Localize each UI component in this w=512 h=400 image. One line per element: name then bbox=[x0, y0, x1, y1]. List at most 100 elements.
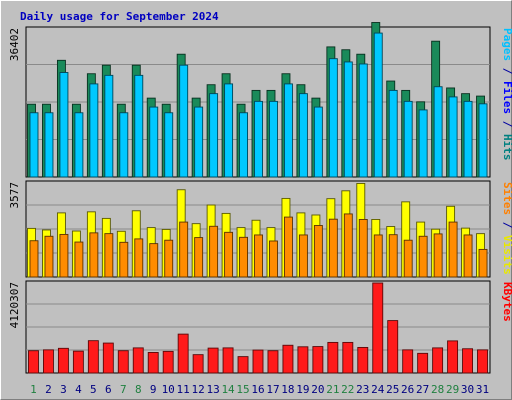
day-label-23: 23 bbox=[356, 383, 369, 396]
bar-files-day-17 bbox=[269, 100, 278, 178]
bar-files-day-6 bbox=[104, 74, 114, 178]
bar-kbytes-day-13 bbox=[207, 347, 219, 374]
bar-sites-day-7 bbox=[119, 241, 129, 278]
bar-files-day-30 bbox=[463, 100, 473, 178]
day-label-27: 27 bbox=[416, 383, 429, 396]
bar-kbytes-day-20 bbox=[312, 346, 324, 374]
panel-kbytes: 4120307 KBytes bbox=[8, 280, 512, 374]
bar-kbytes-day-26 bbox=[402, 349, 414, 374]
day-label-31: 31 bbox=[476, 383, 489, 396]
bar-kbytes-day-27 bbox=[417, 352, 429, 374]
bar-files-day-15 bbox=[239, 112, 248, 178]
day-label-4: 4 bbox=[75, 383, 82, 396]
bar-sites-day-18 bbox=[284, 216, 293, 278]
day-label-20: 20 bbox=[311, 383, 324, 396]
bar-kbytes-day-21 bbox=[327, 341, 339, 374]
bar-files-day-19 bbox=[298, 93, 308, 178]
bar-files-day-4 bbox=[74, 112, 84, 178]
bar-sites-day-29 bbox=[448, 221, 458, 278]
bar-files-day-29 bbox=[448, 96, 458, 178]
bar-files-day-22 bbox=[343, 61, 353, 178]
legend-entry: / bbox=[501, 215, 512, 235]
chart-title: Daily usage for September 2024 bbox=[20, 10, 219, 23]
bar-sites-day-22 bbox=[343, 213, 353, 278]
bar-sites-day-27 bbox=[418, 235, 428, 278]
bar-files-day-1 bbox=[29, 112, 39, 178]
day-label-2: 2 bbox=[45, 383, 52, 396]
bar-kbytes-day-10 bbox=[162, 350, 174, 374]
bar-files-day-13 bbox=[209, 93, 219, 178]
bar-kbytes-day-15 bbox=[237, 356, 249, 374]
legend-entry: Visits bbox=[501, 235, 512, 275]
day-label-28: 28 bbox=[431, 383, 444, 396]
bar-kbytes-day-16 bbox=[252, 349, 264, 374]
bar-files-day-21 bbox=[328, 58, 338, 178]
bar-kbytes-day-28 bbox=[432, 347, 444, 374]
bar-kbytes-day-5 bbox=[87, 340, 99, 374]
bar-files-day-2 bbox=[44, 112, 54, 178]
bar-kbytes-day-22 bbox=[342, 341, 354, 374]
day-label-15: 15 bbox=[236, 383, 249, 396]
bar-files-day-14 bbox=[224, 83, 234, 178]
day-label-14: 14 bbox=[221, 383, 235, 396]
bar-kbytes-day-29 bbox=[447, 340, 459, 374]
legend-entry: Files bbox=[501, 81, 512, 114]
bar-sites-day-14 bbox=[224, 231, 234, 278]
bar-sites-day-21 bbox=[328, 218, 338, 278]
bar-files-day-12 bbox=[194, 106, 204, 178]
bar-files-day-23 bbox=[358, 63, 368, 178]
bar-sites-day-24 bbox=[373, 234, 383, 278]
day-label-18: 18 bbox=[281, 383, 294, 396]
day-label-6: 6 bbox=[105, 383, 112, 396]
day-label-16: 16 bbox=[251, 383, 264, 396]
day-label-10: 10 bbox=[162, 383, 175, 396]
panel-visits-sites: 3577 Sites / Visits bbox=[8, 180, 512, 278]
bar-files-day-9 bbox=[149, 106, 159, 178]
bar-files-day-31 bbox=[478, 103, 488, 178]
bar-kbytes-day-12 bbox=[192, 354, 204, 374]
bar-files-day-5 bbox=[89, 83, 99, 178]
legend-entry: Sites bbox=[501, 182, 512, 215]
day-label-17: 17 bbox=[266, 383, 279, 396]
bar-sites-day-2 bbox=[44, 235, 54, 278]
bar-sites-day-1 bbox=[29, 240, 39, 278]
day-label-9: 9 bbox=[150, 383, 157, 396]
day-label-22: 22 bbox=[341, 383, 354, 396]
day-label-3: 3 bbox=[60, 383, 67, 396]
bar-sites-day-20 bbox=[313, 225, 323, 278]
bar-sites-day-3 bbox=[59, 233, 69, 278]
legend-entry: / bbox=[501, 114, 512, 134]
day-label-26: 26 bbox=[401, 383, 414, 396]
bar-files-day-8 bbox=[134, 74, 144, 178]
bar-sites-day-30 bbox=[463, 234, 473, 278]
y-max-label: 4120307 bbox=[8, 282, 21, 328]
bar-sites-day-8 bbox=[134, 238, 144, 278]
day-label-29: 29 bbox=[446, 383, 459, 396]
bar-kbytes-day-2 bbox=[43, 349, 54, 374]
bar-sites-day-10 bbox=[164, 239, 174, 278]
y-max-label: 3577 bbox=[8, 182, 21, 209]
bar-kbytes-day-9 bbox=[147, 352, 159, 374]
bar-kbytes-day-17 bbox=[267, 350, 279, 374]
day-label-1: 1 bbox=[30, 383, 37, 396]
bar-kbytes-day-6 bbox=[102, 342, 114, 374]
bar-files-day-28 bbox=[433, 86, 443, 178]
bar-files-day-27 bbox=[418, 109, 428, 178]
bar-files-day-10 bbox=[164, 112, 174, 178]
legend-hits-files-pages: Pages / Files / Hits bbox=[501, 28, 512, 161]
legend-entry: Hits bbox=[501, 134, 512, 161]
bar-kbytes-day-8 bbox=[132, 347, 144, 374]
bar-files-day-26 bbox=[403, 100, 413, 178]
bar-sites-day-17 bbox=[269, 240, 278, 278]
bar-files-day-25 bbox=[388, 89, 398, 178]
day-label-19: 19 bbox=[296, 383, 309, 396]
bar-sites-day-11 bbox=[179, 221, 189, 278]
bar-kbytes-day-30 bbox=[462, 348, 473, 374]
day-label-25: 25 bbox=[386, 383, 399, 396]
bar-sites-day-13 bbox=[209, 225, 219, 278]
bar-kbytes-day-19 bbox=[297, 346, 309, 374]
day-label-8: 8 bbox=[135, 383, 142, 396]
bar-sites-day-23 bbox=[358, 218, 368, 278]
bar-kbytes-day-11 bbox=[177, 333, 189, 374]
